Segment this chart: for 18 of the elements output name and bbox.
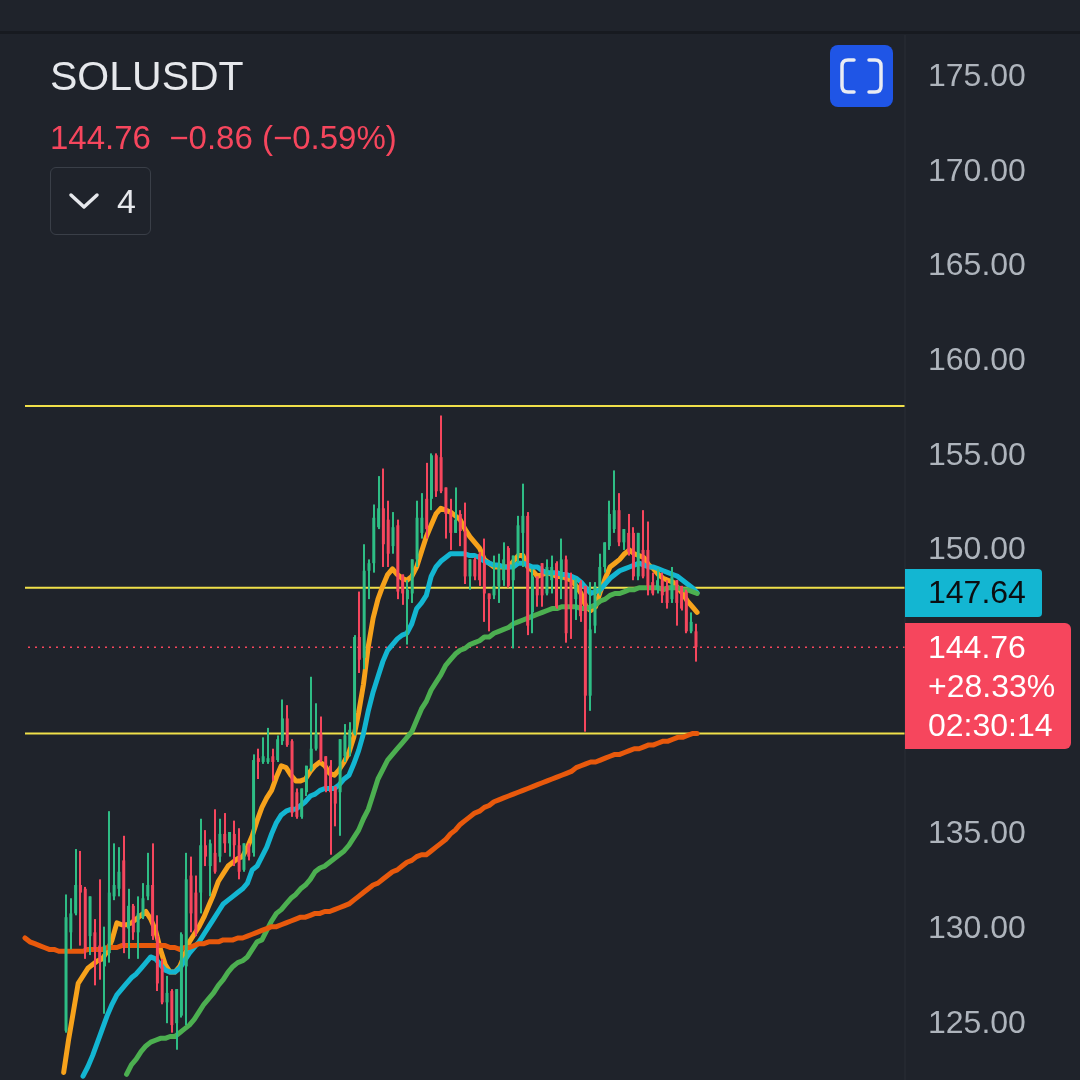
chart-title: SOLUSDT: [50, 53, 244, 99]
y-tick-label: 160.00: [928, 341, 1026, 378]
ref-line-label: 144.76: [928, 627, 1027, 667]
text: 02:30:14: [928, 705, 1054, 745]
y-tick-label: 135.00: [928, 814, 1026, 851]
y-tick-label: 170.00: [928, 151, 1026, 188]
candlestick: [78, 850, 82, 946]
indicator-toggle: 4: [50, 167, 151, 235]
y-tick-label: 175.00: [928, 57, 1026, 94]
y-tick-label: 130.00: [928, 909, 1026, 946]
text: +28.33%: [928, 666, 1056, 706]
y-tick-label: 150.00: [928, 530, 1026, 567]
text: 144.76 −0.86 (−0.59%): [50, 119, 397, 156]
y-tick-label: 155.00: [928, 435, 1026, 472]
y-tick-label: 165.00: [928, 246, 1026, 283]
y-tick-label: 125.00: [928, 1003, 1026, 1040]
text: 147.64: [928, 573, 1026, 613]
annotation: 4: [117, 182, 136, 220]
